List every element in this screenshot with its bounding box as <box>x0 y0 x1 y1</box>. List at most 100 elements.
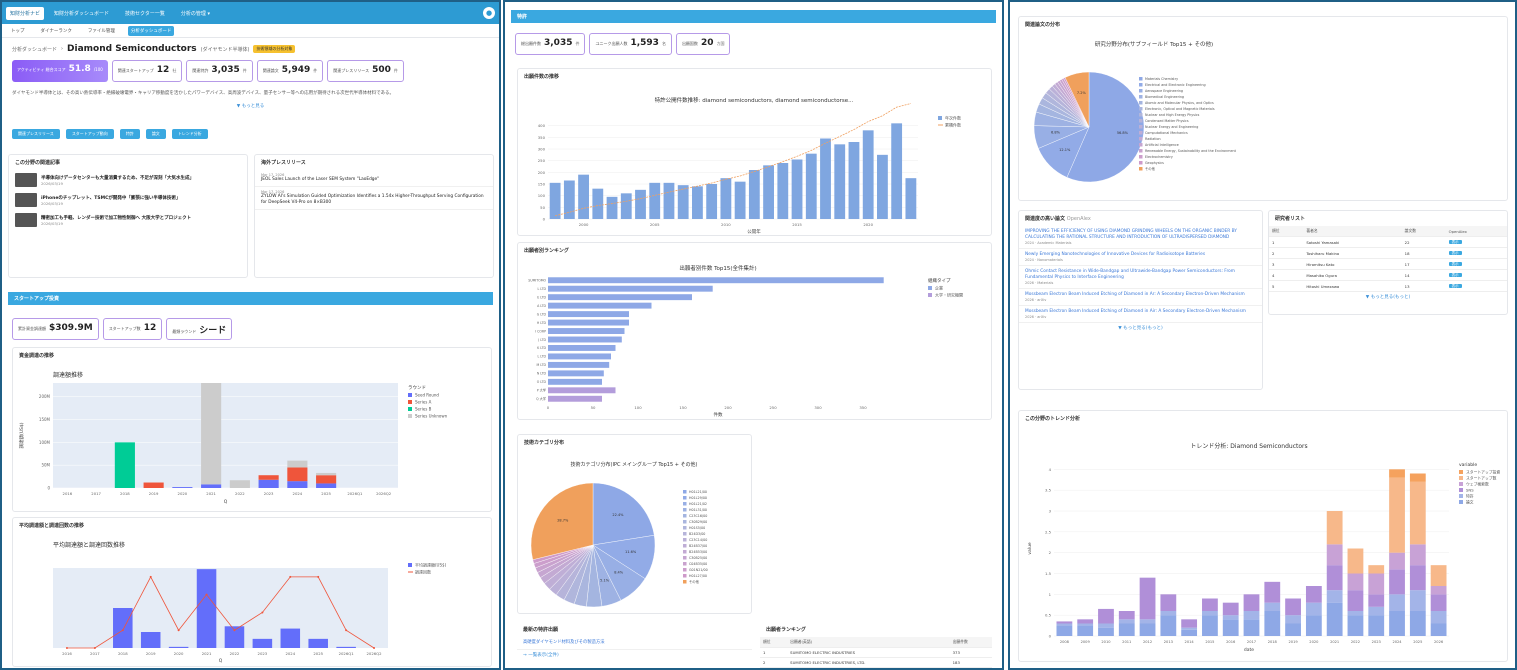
legend-label: Electrochemistry <box>1145 155 1173 159</box>
researchers-more-link[interactable]: ▼ もっと見る(もっと) <box>1365 295 1411 300</box>
paper-link[interactable]: Ohmic Contact Resistance in Wide-Bandgap… <box>1025 269 1235 280</box>
x-tick-label: 150 <box>679 405 687 410</box>
kpi-value: 12 <box>143 323 157 333</box>
paper-button[interactable]: 論文 <box>145 129 166 139</box>
press-headline: ZYLOW AI's Simulation Guided Optimizatio… <box>261 194 484 205</box>
paper-item[interactable]: Mossbeam Electron Beam Induced Etching o… <box>1019 289 1262 306</box>
x-tick-label: 2018 <box>1268 640 1278 644</box>
show-more-link[interactable]: ▼ もっと見る <box>236 104 265 109</box>
legend-swatch <box>1139 143 1143 147</box>
trend-chart: トレンド分析: Diamond Semiconductors 0 0.5 1 1.5 2 2… <box>1027 442 1500 653</box>
app-logo[interactable]: 知財分析ナビ <box>6 6 45 20</box>
kpi-applicants: ユニーク出願人数 1,593 名 <box>589 33 672 55</box>
legend-swatch <box>683 532 687 536</box>
news-item[interactable]: 半導体向けデータセンターも大量消費するため、不足が深刻「大気水生成」 2026/0… <box>9 170 247 190</box>
user-avatar-icon[interactable]: ● <box>483 7 495 19</box>
view-author-button[interactable]: 表示 <box>1448 262 1462 266</box>
legend-label: 大学・研究機関 <box>935 292 963 298</box>
paper-link[interactable]: Mossbeam Electron Beam Induced Etching o… <box>1025 309 1246 314</box>
news-item[interactable]: 精密加工も手軽、レンダー技術で加工物性制御へ 大阪大学とプロジェクト 2026/0… <box>9 210 247 230</box>
x-tick-label: 2016 <box>1226 640 1236 644</box>
paper-link[interactable]: Newly Emerging Nanotechnologies of Innov… <box>1025 252 1206 257</box>
trend-bar <box>1389 469 1405 478</box>
y-tick-label: 150 <box>538 182 546 187</box>
view-author-button[interactable]: 表示 <box>1448 251 1462 255</box>
paper-link[interactable]: Mossbeam Electron Beam Induced Etching o… <box>1025 292 1245 297</box>
legend-swatch <box>1459 476 1463 480</box>
section-buttons: 関連プレスリリース スタートアップ動向 特許 論文 トレンド分析 <box>2 125 499 143</box>
tab-ranking[interactable]: ダイナーランク <box>40 28 72 34</box>
papers-source-tag: OpenAlex <box>1066 216 1091 222</box>
paper-item[interactable]: Mossbeam Electron Beam Induced Etching o… <box>1019 306 1262 323</box>
nav-sectors[interactable]: 技術セクター一覧 <box>125 10 165 17</box>
startup-button[interactable]: スタートアップ動向 <box>65 129 114 139</box>
view-author-button[interactable]: 表示 <box>1448 240 1462 244</box>
papers-more-link[interactable]: ▼ もっと見る(もっと) <box>1118 326 1163 331</box>
paper-item[interactable]: IMPROVING THE EFFICIENCY OF USING DIAMON… <box>1019 226 1262 249</box>
avg-funding-bar <box>252 638 273 648</box>
slice-label: 22.4% <box>612 513 624 517</box>
press-item[interactable]: Mar 17, 2026 JEOL Sales Launch of the Las… <box>255 170 493 187</box>
trend-bar <box>1326 590 1343 603</box>
slice-label: 28.7% <box>557 518 569 522</box>
legend-label: C30B29/00 <box>689 520 707 524</box>
breadcrumb-prefix[interactable]: 分析ダッシュボード <box>12 46 58 53</box>
legend-label: Geophysics <box>1145 161 1164 165</box>
paper-item[interactable]: Ohmic Contact Resistance in Wide-Bandgap… <box>1019 266 1262 289</box>
funding-count-point <box>205 593 208 596</box>
legend-swatch <box>1139 119 1143 123</box>
trend-bar <box>1098 608 1114 624</box>
top-nav: 知財分析ナビ 知財分析ダッシュボード 技術セクター一覧 分析の管理 ▾ ● <box>2 2 499 24</box>
news-headline: 半導体向けデータセンターも大量消費するため、不足が深刻「大気水生成」 <box>41 175 194 181</box>
x-tick-label: 2021 <box>206 491 216 496</box>
x-tick-label: 2016 <box>63 491 73 496</box>
press-button[interactable]: 関連プレスリリース <box>12 129 60 139</box>
nav-manage[interactable]: 分析の管理 ▾ <box>180 10 210 17</box>
patent-bar <box>649 182 661 219</box>
trend-bar <box>1326 511 1343 545</box>
legend-swatch <box>683 556 687 560</box>
tab-analysis[interactable]: 分析ダッシュボード <box>127 25 175 36</box>
news-item[interactable]: iPhoneのチップレット、TSMCが開発中「膨張に強い半導体技術」 2026/0… <box>9 190 247 210</box>
patent-list: 最新の特許出願 高硬度ダイヤモンド材料及びその製造方法 → 一覧表示(全件) <box>517 622 752 660</box>
col-rank: 順位 <box>760 637 788 648</box>
legend-swatch <box>1139 83 1143 87</box>
y-tick-label: 0 <box>543 217 546 222</box>
patent-button[interactable]: 特許 <box>119 129 140 139</box>
trend-bar <box>1347 590 1364 611</box>
patent-more-link[interactable]: → 一覧表示(全件) <box>523 653 559 658</box>
applicant-bar <box>548 378 602 385</box>
news-thumbnail <box>15 173 37 187</box>
legend-swatch <box>683 544 687 548</box>
kpi-unit: 件 <box>393 68 398 73</box>
paper-meta: 2024 · Academic Materials <box>1025 241 1072 245</box>
legend-swatch <box>928 286 932 290</box>
funding-count-point <box>177 629 180 632</box>
tab-top[interactable]: トップ <box>11 28 25 34</box>
patent-section-header: 特許 <box>511 10 996 23</box>
trend-bar <box>1368 565 1385 574</box>
dashboard-panel-middle: 特許 総出願件数 3,035 件 ユニーク出願人数 1,593 名 出願国数 20 カ国 出… <box>503 0 1004 670</box>
trend-card: この分野のトレンド分析 トレンド分析: Diamond Semiconducto… <box>1018 410 1508 662</box>
paper-item[interactable]: Newly Emerging Nanotechnologies of Innov… <box>1019 249 1262 266</box>
trend-button[interactable]: トレンド分析 <box>171 129 208 139</box>
patent-link[interactable]: 高硬度ダイヤモンド材料及びその製造方法 <box>523 640 605 645</box>
press-headline: JEOL Sales Launch of the Laser SEM Syste… <box>261 177 380 182</box>
y-tick-label: 0.5 <box>1045 613 1052 618</box>
view-author-button[interactable]: 表示 <box>1448 284 1462 288</box>
x-tick-label: 2024 <box>285 651 295 656</box>
trend-bar <box>1077 625 1094 636</box>
patent-item[interactable]: 高硬度ダイヤモンド材料及びその製造方法 <box>517 637 752 650</box>
trend-bar <box>1202 615 1218 636</box>
paper-link[interactable]: IMPROVING THE EFFICIENCY OF USING DIAMON… <box>1025 229 1237 240</box>
nav-dashboard[interactable]: 知財分析ダッシュボード <box>54 10 110 17</box>
press-item[interactable]: Mar 17, 2026 ZYLOW AI's Simulation Guided… <box>255 187 493 210</box>
x-tick-label: 2021 <box>202 651 212 656</box>
funding-chart: 調達額推移 0 50M 100M 150M 200M 2016 2017 2018 2019 202… <box>18 371 448 505</box>
tab-files[interactable]: ファイル管理 <box>87 28 115 34</box>
y-tick-label: N LTD <box>537 372 547 376</box>
patent-trend-card-title: 出願件数の推移 <box>524 74 560 80</box>
view-author-button[interactable]: 表示 <box>1448 273 1462 277</box>
y-tick-label: 3.5 <box>1045 488 1052 493</box>
legend-label: Nuclear Energy and Engineering <box>1145 125 1198 129</box>
